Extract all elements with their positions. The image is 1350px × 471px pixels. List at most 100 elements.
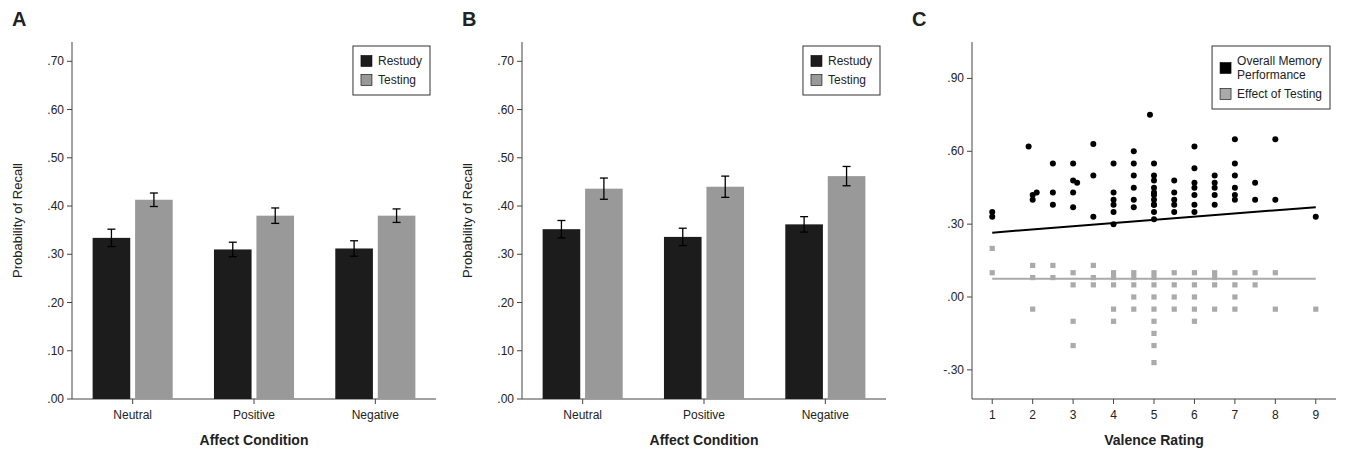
error-bar-cap	[800, 231, 808, 232]
point	[1172, 282, 1177, 287]
point	[1172, 294, 1177, 299]
point	[1232, 173, 1238, 179]
legend-label: Testing	[828, 73, 866, 87]
y-tick	[967, 224, 972, 225]
error-bar-stem	[603, 178, 604, 199]
y-tick	[967, 369, 972, 370]
error-bar-cap	[843, 185, 851, 186]
error-bar-cap	[107, 246, 115, 247]
scatter-series	[990, 246, 1319, 365]
panel: C-.30.00.30.60.90123456789Valence Rating…	[912, 8, 1336, 448]
point	[1030, 263, 1035, 268]
error-bar	[843, 166, 851, 185]
point	[989, 209, 995, 215]
x-tick-label: 8	[1272, 408, 1279, 422]
y-tick	[517, 206, 522, 207]
error-bar-stem	[153, 193, 154, 207]
x-tick	[1113, 399, 1114, 404]
point	[1151, 360, 1156, 365]
point	[1232, 185, 1238, 191]
point	[1151, 209, 1157, 215]
y-tick-label: .30	[947, 217, 964, 231]
point	[1151, 282, 1156, 287]
point	[1171, 209, 1177, 215]
x-tick	[1275, 399, 1276, 404]
y-tick	[67, 61, 72, 62]
point	[1151, 160, 1157, 166]
point	[1151, 270, 1156, 275]
bar	[828, 176, 866, 399]
x-tick-label: 3	[1070, 408, 1077, 422]
error-bar-cap	[393, 208, 401, 209]
point	[1252, 180, 1258, 186]
error-bar	[150, 193, 158, 207]
point	[1253, 282, 1258, 287]
x-tick	[1032, 399, 1033, 404]
point	[1111, 319, 1116, 324]
point	[1192, 307, 1197, 312]
point	[1071, 282, 1076, 287]
error-bar-cap	[600, 199, 608, 200]
bar	[664, 237, 702, 399]
error-bar-stem	[111, 229, 112, 246]
legend: RestudyTesting	[353, 46, 430, 95]
legend-swatch	[361, 75, 372, 86]
x-tick-label: Positive	[233, 408, 275, 422]
x-tick	[375, 399, 376, 404]
y-tick	[967, 78, 972, 79]
legend-label-line: Testing	[828, 73, 866, 87]
x-tick-label: Positive	[683, 408, 725, 422]
error-bar-cap	[107, 229, 115, 230]
legend-label-line: Performance	[1237, 68, 1306, 82]
x-tick	[1154, 399, 1155, 404]
error-bar-stem	[353, 241, 354, 256]
error-bar-cap	[557, 237, 565, 238]
point	[1131, 307, 1136, 312]
legend: Restudy Testing	[803, 46, 880, 95]
point	[1192, 270, 1197, 275]
legend-label: Restudy	[378, 54, 422, 68]
y-tick	[517, 399, 522, 400]
legend-label: Restudy	[828, 54, 872, 68]
bar	[706, 187, 744, 399]
point	[1070, 190, 1076, 196]
point	[1191, 202, 1197, 208]
y-tick	[517, 350, 522, 351]
error-bar-cap	[600, 177, 608, 178]
panel-label: C	[912, 8, 926, 30]
point	[1111, 160, 1117, 166]
error-bar	[721, 176, 729, 197]
y-tick-label: .20	[497, 296, 514, 310]
y-tick	[67, 350, 72, 351]
y-tick-label: .10	[497, 344, 514, 358]
y-tick-label: .40	[47, 199, 64, 213]
y-tick-label: .30	[497, 247, 514, 261]
point	[1252, 197, 1258, 203]
point	[1232, 136, 1238, 142]
x-tick	[1194, 399, 1195, 404]
regression-line	[992, 278, 1316, 280]
y-tick	[67, 206, 72, 207]
point	[1090, 173, 1096, 179]
error-bar-cap	[679, 228, 687, 229]
point	[1151, 185, 1157, 191]
point	[990, 246, 995, 251]
y-tick-label: .70	[47, 54, 64, 68]
point	[1151, 331, 1156, 336]
y-tick-label: .70	[497, 54, 514, 68]
y-tick-label: .60	[497, 103, 514, 117]
error-bar	[800, 217, 808, 232]
point	[1232, 160, 1238, 166]
point	[1131, 197, 1137, 203]
y-tick-label: .00	[47, 392, 64, 406]
y-tick-label: -.30	[943, 363, 964, 377]
point	[1232, 270, 1237, 275]
plot-area	[543, 166, 866, 399]
bar	[214, 249, 252, 399]
bar	[335, 248, 373, 399]
point	[1212, 180, 1218, 186]
x-tick	[582, 399, 583, 404]
point	[1151, 202, 1157, 208]
point	[1151, 319, 1156, 324]
legend-swatch	[1220, 63, 1231, 74]
